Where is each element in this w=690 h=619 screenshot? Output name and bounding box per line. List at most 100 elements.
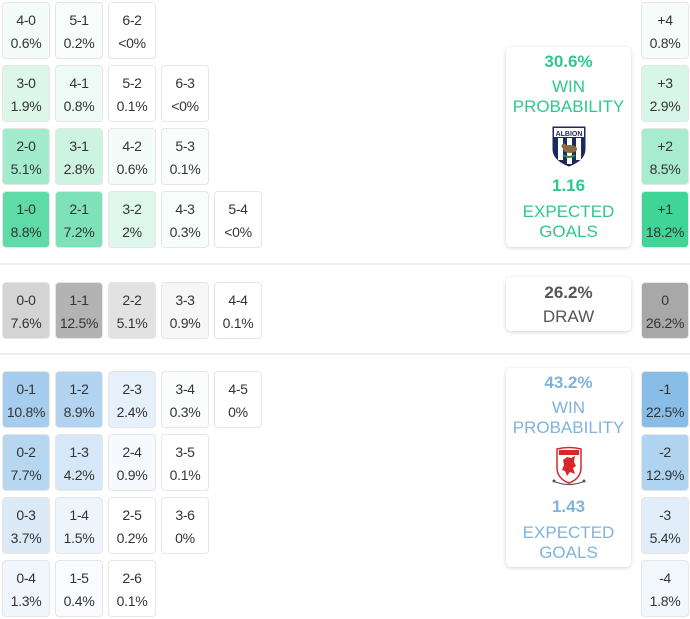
score-label: 3-2 bbox=[122, 201, 142, 217]
margin-pct: 12.9% bbox=[645, 467, 685, 483]
score-pct: 7.2% bbox=[63, 224, 95, 240]
score-label: 3-5 bbox=[175, 444, 195, 460]
score-pct: 0.1% bbox=[116, 593, 148, 609]
score-label: 3-6 bbox=[175, 507, 195, 523]
margin-label: -2 bbox=[659, 444, 671, 460]
divider-bottom bbox=[0, 353, 690, 355]
score-label: 1-5 bbox=[69, 570, 89, 586]
score-cell-2-6: 2-6 0.1% bbox=[108, 560, 156, 617]
score-pct: 10.8% bbox=[6, 404, 46, 420]
score-label: 1-3 bbox=[69, 444, 89, 460]
score-pct: 0.9% bbox=[169, 315, 201, 331]
score-cell-1-3: 1-3 4.2% bbox=[55, 434, 103, 491]
score-pct: 0.9% bbox=[116, 467, 148, 483]
score-label: 0-4 bbox=[16, 570, 36, 586]
score-cell-5-4: 5-4 <0% bbox=[214, 191, 262, 248]
score-label: 4-4 bbox=[228, 292, 248, 308]
crest-text: ALBION bbox=[555, 131, 582, 138]
score-label: 1-2 bbox=[69, 381, 89, 397]
score-cell-4-5: 4-5 0% bbox=[214, 371, 262, 428]
away-win-card: 43.2% WIN PROBABILITY 1.43 EXPECTED GOAL… bbox=[506, 368, 631, 567]
score-cell-2-5: 2-5 0.2% bbox=[108, 497, 156, 554]
home-xg-label: EXPECTED bbox=[522, 202, 615, 221]
score-pct: 0.1% bbox=[169, 161, 201, 177]
score-label: 1-1 bbox=[69, 292, 89, 308]
score-cell-2-2: 2-2 5.1% bbox=[108, 282, 156, 339]
margin-pct: 22.5% bbox=[645, 404, 685, 420]
score-label: 6-2 bbox=[122, 12, 142, 28]
margin-cell-0: 0 26.2% bbox=[641, 282, 689, 339]
draw-label: DRAW bbox=[542, 307, 595, 326]
score-label: 0-2 bbox=[16, 444, 36, 460]
score-pct: 0% bbox=[175, 530, 195, 546]
margin-cell-plus-4: +4 0.8% bbox=[641, 2, 689, 59]
score-pct: 0.2% bbox=[63, 35, 95, 51]
score-pct: 0.3% bbox=[169, 224, 201, 240]
margin-label: -3 bbox=[659, 507, 671, 523]
score-pct: 0.3% bbox=[169, 404, 201, 420]
score-label: 2-4 bbox=[122, 444, 142, 460]
score-label: 4-2 bbox=[122, 138, 142, 154]
score-pct: 1.5% bbox=[63, 530, 95, 546]
score-cell-0-4: 0-4 1.3% bbox=[2, 560, 50, 617]
score-cell-3-3: 3-3 0.9% bbox=[161, 282, 209, 339]
score-label: 3-3 bbox=[175, 292, 195, 308]
score-cell-5-1: 5-1 0.2% bbox=[55, 2, 103, 59]
score-cell-1-0: 1-0 8.8% bbox=[2, 191, 50, 248]
margin-cell-minus-4: -4 1.8% bbox=[641, 560, 689, 617]
score-pct: 0.1% bbox=[169, 467, 201, 483]
score-label: 4-3 bbox=[175, 201, 195, 217]
score-pct: 2% bbox=[122, 224, 142, 240]
margin-label: -1 bbox=[659, 381, 671, 397]
home-win-pct: 30.6% bbox=[544, 52, 593, 71]
score-pct: 5.1% bbox=[10, 161, 42, 177]
score-pct: 7.7% bbox=[10, 467, 42, 483]
away-win-label: WIN bbox=[551, 398, 586, 417]
score-pct: 12.5% bbox=[59, 315, 99, 331]
score-label: 1-0 bbox=[16, 201, 36, 217]
margin-pct: 5.4% bbox=[649, 530, 681, 546]
margin-cell-plus-3: +3 2.9% bbox=[641, 65, 689, 122]
score-cell-5-2: 5-2 0.1% bbox=[108, 65, 156, 122]
score-cell-2-0: 2-0 5.1% bbox=[2, 128, 50, 185]
score-pct: 8.8% bbox=[10, 224, 42, 240]
score-cell-3-2: 3-2 2% bbox=[108, 191, 156, 248]
score-label: 2-0 bbox=[16, 138, 36, 154]
score-pct: 4.2% bbox=[63, 467, 95, 483]
score-pct: 0.8% bbox=[63, 98, 95, 114]
score-cell-4-4: 4-4 0.1% bbox=[214, 282, 262, 339]
margin-cell-plus-2: +2 8.5% bbox=[641, 128, 689, 185]
score-cell-4-3: 4-3 0.3% bbox=[161, 191, 209, 248]
margin-label: +4 bbox=[657, 12, 673, 28]
score-cell-1-4: 1-4 1.5% bbox=[55, 497, 103, 554]
score-label: 3-0 bbox=[16, 75, 36, 91]
score-label: 4-0 bbox=[16, 12, 36, 28]
score-cell-4-2: 4-2 0.6% bbox=[108, 128, 156, 185]
score-pct: <0% bbox=[171, 98, 199, 114]
score-pct: 7.6% bbox=[10, 315, 42, 331]
score-pct: 1.3% bbox=[10, 593, 42, 609]
margin-pct: 2.9% bbox=[649, 98, 681, 114]
score-label: 5-1 bbox=[69, 12, 89, 28]
score-label: 2-2 bbox=[122, 292, 142, 308]
score-pct: 2.8% bbox=[63, 161, 95, 177]
margin-pct: 8.5% bbox=[649, 161, 681, 177]
margin-cell-plus-1: +1 18.2% bbox=[641, 191, 689, 248]
score-pct: 0% bbox=[228, 404, 248, 420]
margin-cell-minus-1: -1 22.5% bbox=[641, 371, 689, 428]
west-brom-crest-icon: ALBION bbox=[552, 126, 585, 167]
score-cell-3-1: 3-1 2.8% bbox=[55, 128, 103, 185]
score-cell-6-2: 6-2 <0% bbox=[108, 2, 156, 59]
away-xg-label-2: GOALS bbox=[539, 543, 598, 562]
score-label: 5-3 bbox=[175, 138, 195, 154]
score-cell-1-2: 1-2 8.9% bbox=[55, 371, 103, 428]
score-label: 2-6 bbox=[122, 570, 142, 586]
score-label: 0-0 bbox=[16, 292, 36, 308]
margin-label: 0 bbox=[661, 292, 669, 308]
margin-pct: 1.8% bbox=[649, 593, 681, 609]
margin-label: -4 bbox=[659, 570, 671, 586]
away-win-label-2: PROBABILITY bbox=[512, 418, 625, 437]
score-pct: <0% bbox=[118, 35, 146, 51]
score-label: 3-1 bbox=[69, 138, 89, 154]
score-pct: 0.2% bbox=[116, 530, 148, 546]
